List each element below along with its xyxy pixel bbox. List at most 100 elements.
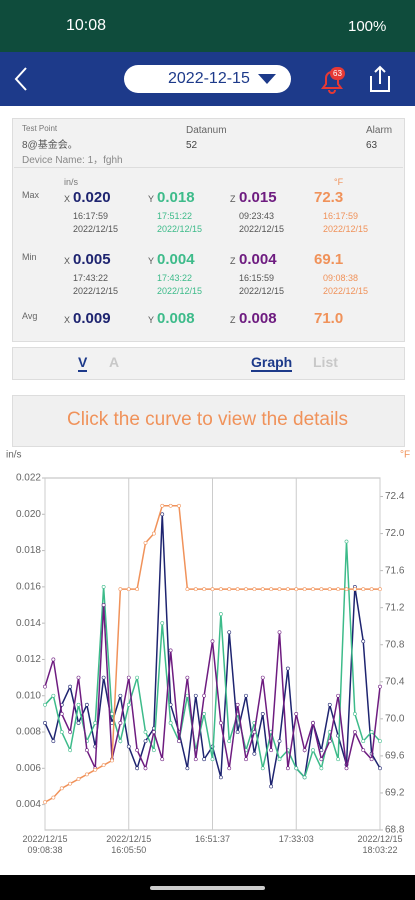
point xyxy=(336,587,341,592)
point xyxy=(185,675,190,680)
point xyxy=(160,512,165,517)
point xyxy=(277,587,282,592)
point xyxy=(352,711,357,716)
tab[interactable]: List xyxy=(313,354,338,370)
x-tick-label: 16:51:37 xyxy=(195,834,231,844)
point xyxy=(151,730,156,734)
back-button[interactable] xyxy=(10,64,34,94)
point xyxy=(285,666,290,671)
point xyxy=(76,675,81,680)
point xyxy=(269,587,274,592)
point xyxy=(126,744,131,749)
yticks-label: 0.012 xyxy=(16,654,41,665)
x-tick-label: 2022/12/15 16:05:50 xyxy=(106,834,152,855)
point xyxy=(294,711,299,716)
stat-value: 0.020 xyxy=(73,189,111,206)
point xyxy=(252,730,257,734)
yticks-label: 0.018 xyxy=(16,545,41,556)
point xyxy=(193,587,198,592)
point xyxy=(93,767,98,772)
stat-value: 71.0 xyxy=(314,310,344,327)
point xyxy=(101,675,106,680)
point xyxy=(218,775,223,780)
stat-value: 72.3 xyxy=(314,189,344,206)
point xyxy=(260,675,265,680)
point xyxy=(277,630,282,635)
point xyxy=(43,684,47,689)
point xyxy=(143,766,148,771)
point xyxy=(361,739,366,743)
point xyxy=(244,587,248,592)
axis-prefix: Z xyxy=(230,194,236,204)
row-label: Max xyxy=(22,190,40,200)
yticks-label: 0.006 xyxy=(16,763,41,774)
point xyxy=(59,711,64,716)
point xyxy=(344,766,349,771)
tab[interactable]: A xyxy=(109,354,120,370)
point xyxy=(168,503,173,508)
yticks-label: 0.008 xyxy=(16,727,41,738)
point xyxy=(378,684,382,689)
date: 2022-12-15 xyxy=(168,70,250,87)
point xyxy=(151,748,156,753)
point xyxy=(244,693,248,698)
tab[interactable]: V xyxy=(78,354,88,372)
point xyxy=(361,748,366,753)
point xyxy=(160,757,165,762)
axis-prefix: Z xyxy=(230,256,236,266)
point xyxy=(319,766,324,771)
point xyxy=(43,800,47,805)
point xyxy=(68,748,73,753)
point xyxy=(193,757,198,762)
test-point-label: Test Point xyxy=(22,124,58,133)
point xyxy=(344,539,349,544)
point xyxy=(84,702,89,707)
point xyxy=(269,784,274,789)
point xyxy=(59,730,64,734)
stat-time: 17:51:22 xyxy=(157,211,193,221)
share-button[interactable] xyxy=(367,64,393,94)
point xyxy=(84,772,89,777)
y2ticks-label: 69.2 xyxy=(385,788,405,799)
axis-prefix: Y xyxy=(148,256,155,266)
point xyxy=(110,758,114,763)
point xyxy=(202,711,207,716)
point xyxy=(51,693,56,698)
point xyxy=(369,587,374,592)
status-bar xyxy=(0,0,415,52)
clock: 10:08 xyxy=(66,17,107,34)
point xyxy=(285,766,290,771)
point xyxy=(218,612,223,616)
stat-date: 2022/12/15 xyxy=(323,286,369,296)
point xyxy=(202,587,207,592)
point xyxy=(76,721,81,725)
point xyxy=(135,748,140,753)
banner[interactable]: Click the curve to view the details xyxy=(67,409,348,430)
point xyxy=(235,730,240,734)
point xyxy=(218,721,223,725)
yticks-label: 0.014 xyxy=(16,618,41,629)
point xyxy=(344,587,349,592)
alarm-label: Alarm xyxy=(366,125,393,136)
row-label: Avg xyxy=(22,311,38,321)
point xyxy=(143,540,148,545)
y2ticks-label: 70.0 xyxy=(385,713,405,724)
y-axis-label: in/s xyxy=(6,450,22,461)
point xyxy=(160,621,165,626)
chart[interactable]: in/s °F 0.004 0.006 0.008 0.010 0.012 0.014 0.01… xyxy=(0,445,415,865)
point xyxy=(118,693,123,698)
point xyxy=(143,739,148,743)
point xyxy=(352,587,357,592)
point xyxy=(327,739,332,743)
point xyxy=(277,757,282,762)
point xyxy=(235,587,240,592)
datanum-label: Datanum xyxy=(186,125,227,136)
point xyxy=(118,721,123,725)
point xyxy=(378,587,382,592)
y2ticks-label: 70.4 xyxy=(385,676,405,687)
tab[interactable]: Graph xyxy=(251,354,293,372)
point xyxy=(101,584,106,589)
point xyxy=(252,587,257,592)
y2ticks-label: 72.0 xyxy=(385,528,405,539)
